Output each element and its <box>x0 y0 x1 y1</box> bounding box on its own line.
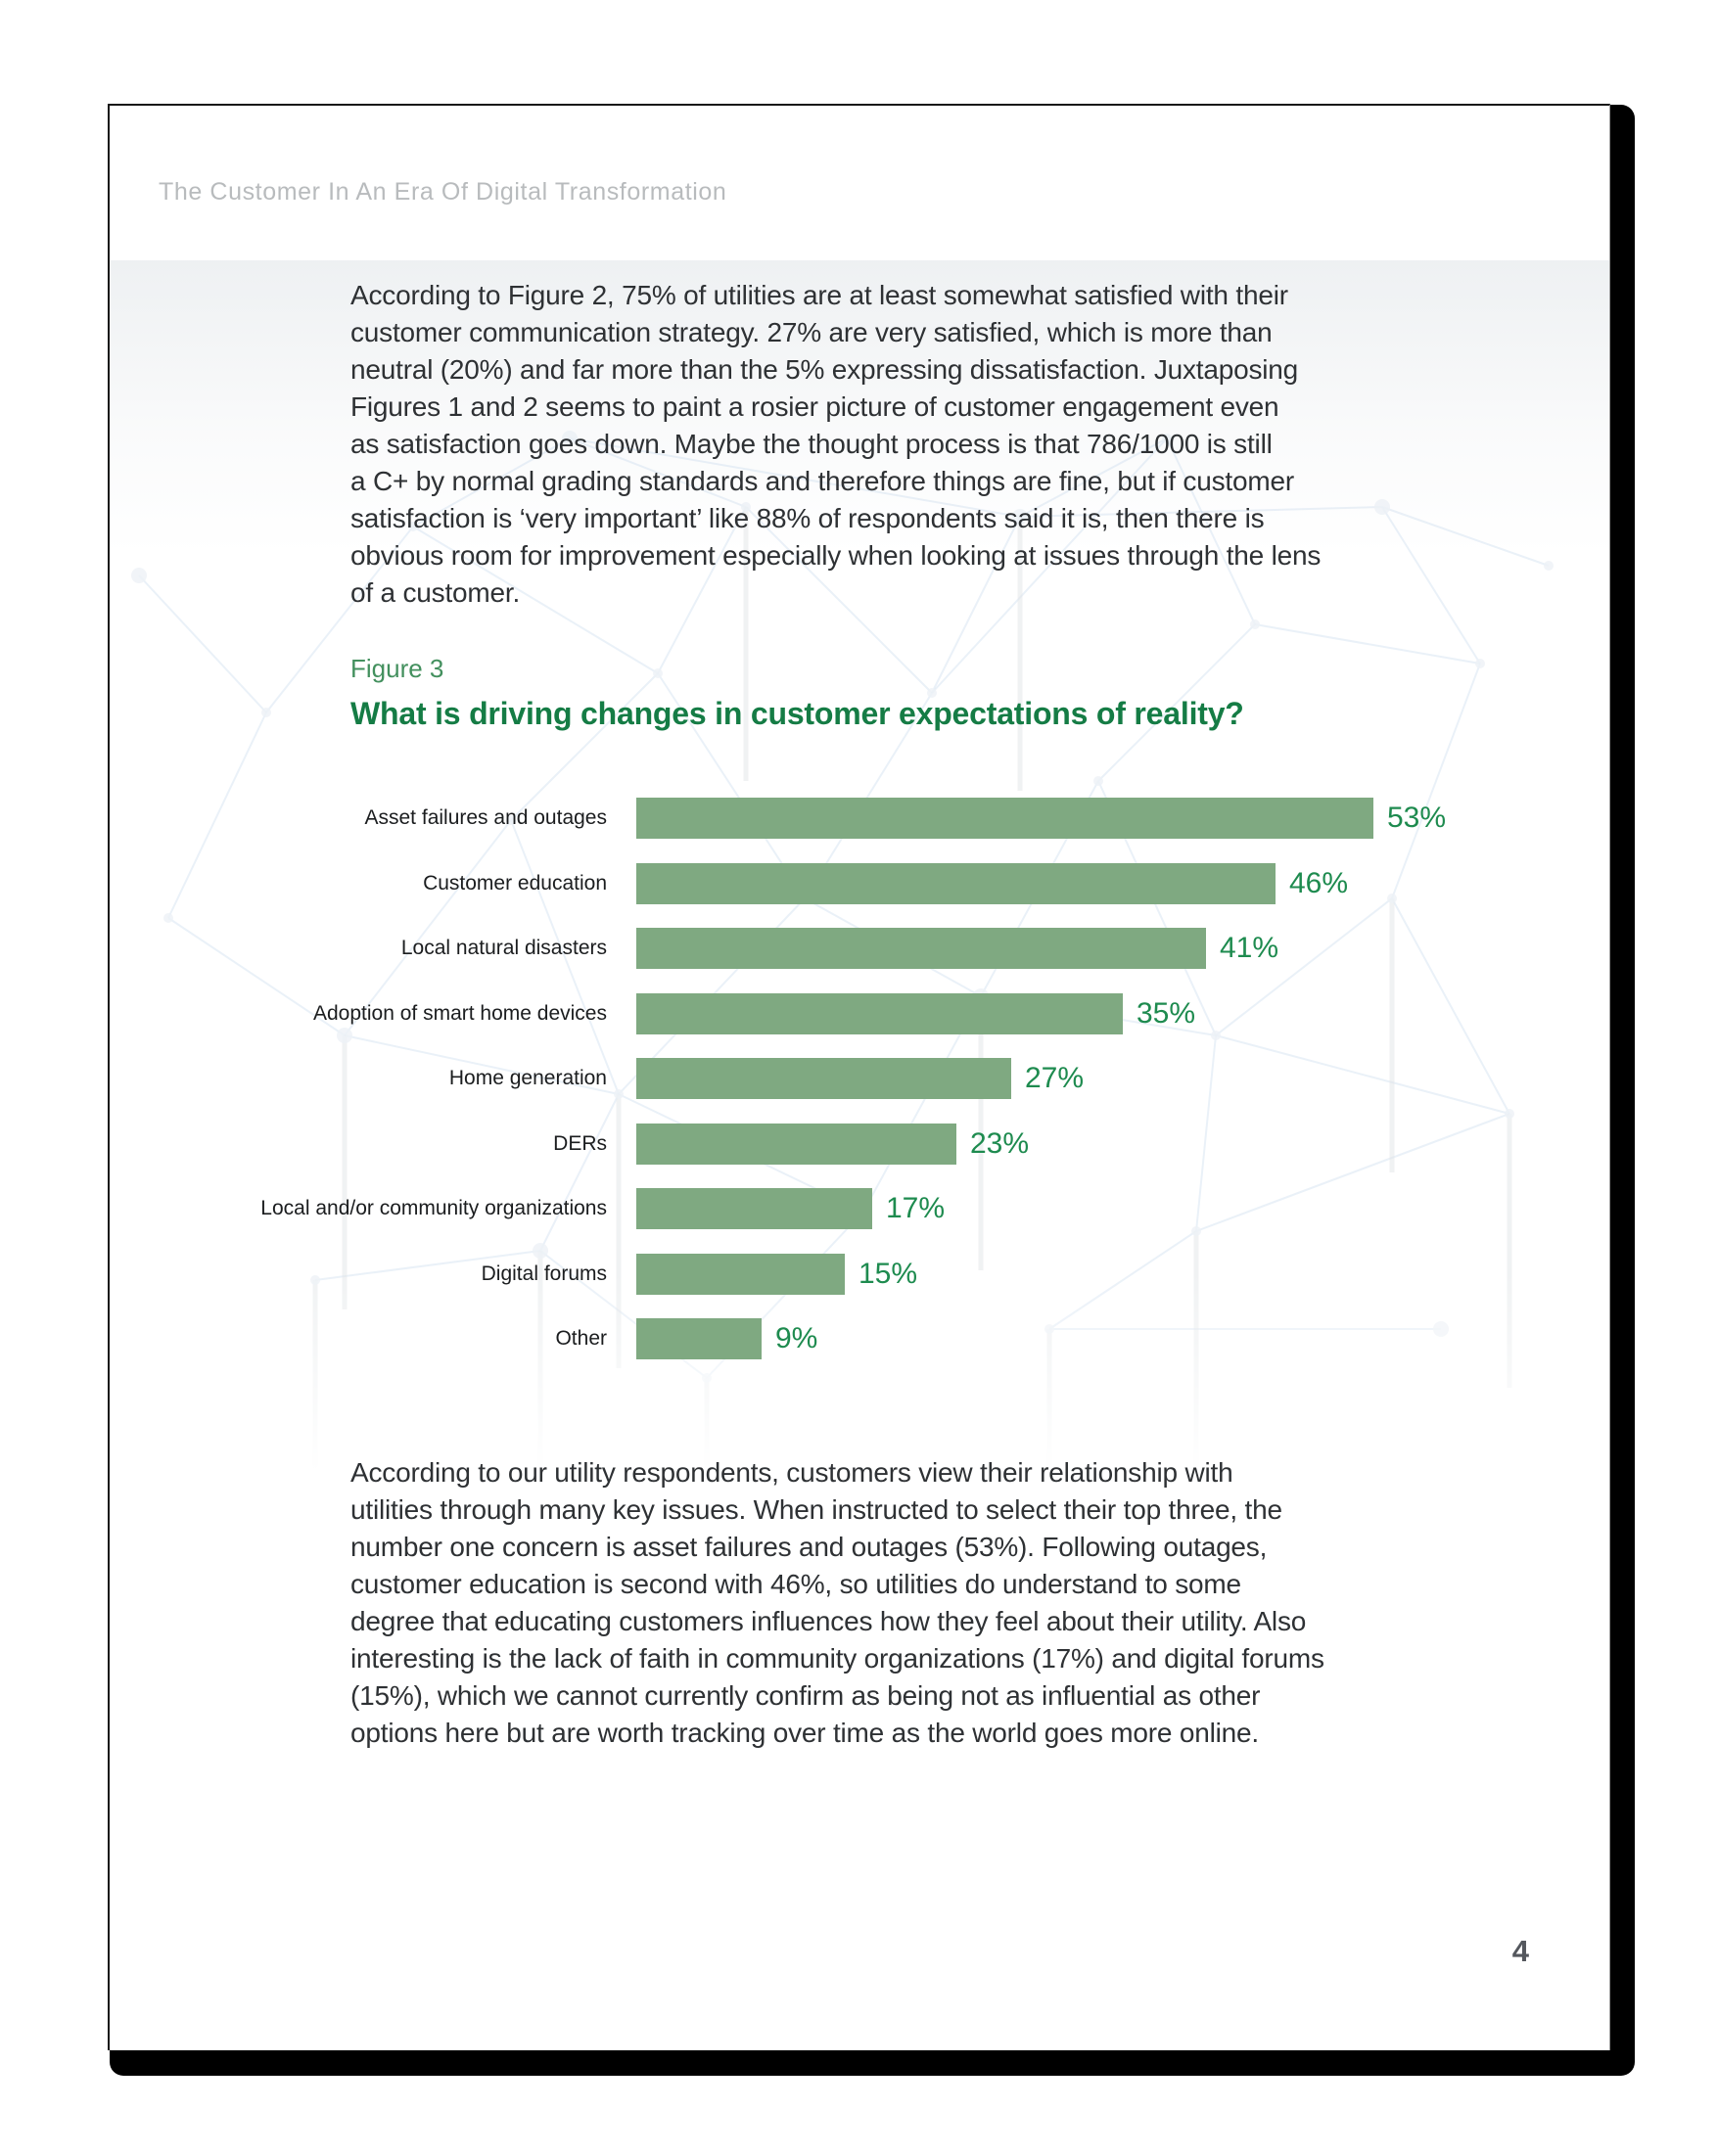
paragraph-figure3-discussion: According to our utility respondents, cu… <box>350 1457 1324 1748</box>
figure-number-label: Figure 3 <box>350 654 444 683</box>
figure-title: What is driving changes in customer expe… <box>350 696 1244 731</box>
document-page: The Customer In An Era Of Digital Transf… <box>108 104 1610 2050</box>
chart-value-label: 27% <box>1025 1062 1085 1094</box>
chart-value-label: 53% <box>1387 802 1447 834</box>
chart-row: Other 9% <box>110 1318 1609 1359</box>
chart-value-label: 23% <box>970 1127 1030 1160</box>
chart-category-label: Digital forums <box>481 1262 607 1285</box>
chart-row: Local and/or community organizations 17% <box>110 1188 1609 1229</box>
chart-bar <box>636 798 1373 839</box>
chart-value-label: 41% <box>1220 932 1279 964</box>
chart-category-label: Customer education <box>423 872 607 895</box>
chart-bar <box>636 1254 845 1295</box>
chart-bar <box>636 1318 762 1359</box>
chart-bar <box>636 1188 872 1229</box>
chart-bar <box>636 993 1123 1034</box>
chart-value-label: 46% <box>1289 867 1349 899</box>
chart-value-label: 15% <box>858 1258 918 1290</box>
chart-bar <box>636 1124 956 1165</box>
chart-category-label: Local and/or community organizations <box>260 1197 607 1219</box>
chart-row: Digital forums 15% <box>110 1254 1609 1295</box>
chart-category-label: Adoption of smart home devices <box>313 1002 607 1025</box>
chart-category-label: Home generation <box>448 1067 607 1089</box>
page-number: 4 <box>1511 1934 1529 1968</box>
chart-row: Local natural disasters 41% <box>110 928 1609 969</box>
chart-row: DERs 23% <box>110 1124 1609 1165</box>
chart-row: Home generation 27% <box>110 1058 1609 1099</box>
chart-category-label: Asset failures and outages <box>364 806 608 829</box>
chart-value-label: 35% <box>1137 997 1196 1030</box>
paragraph-figure2-discussion: According to Figure 2, 75% of utilities … <box>350 280 1322 608</box>
chart-value-label: 17% <box>886 1192 946 1224</box>
running-header: The Customer In An Era Of Digital Transf… <box>159 178 727 206</box>
bar-chart: Asset failures and outages 53% Customer ed… <box>110 798 1609 1365</box>
chart-value-label: 9% <box>775 1322 818 1354</box>
chart-category-label: Local natural disasters <box>400 937 607 959</box>
chart-bar <box>636 928 1206 969</box>
chart-category-label: DERs <box>553 1132 607 1155</box>
chart-bar <box>636 1058 1011 1099</box>
chart-row: Adoption of smart home devices 35% <box>110 993 1609 1034</box>
chart-row: Customer education 46% <box>110 863 1609 904</box>
chart-bar <box>636 863 1276 904</box>
chart-category-label: Other <box>555 1327 607 1350</box>
chart-row: Asset failures and outages 53% <box>110 798 1609 839</box>
